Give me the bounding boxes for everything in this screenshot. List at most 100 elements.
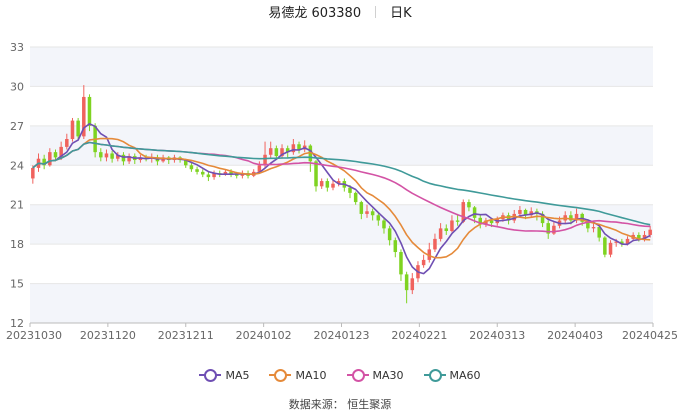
candle-body — [433, 238, 437, 250]
candle-body — [110, 153, 114, 159]
legend-item-ma5[interactable]: MA5 — [199, 369, 249, 382]
candle-body — [569, 215, 573, 221]
candle-body — [529, 211, 533, 216]
candle-body — [484, 220, 488, 225]
y-axis-ticks: 12 15 18 21 24 27 30 33 — [10, 41, 24, 330]
legend-label-ma5: MA5 — [225, 368, 250, 382]
grid-band — [30, 283, 653, 323]
candle-body — [31, 167, 35, 179]
stock-name: 易德龙 603380 — [268, 6, 362, 21]
legend-swatch-ma60 — [423, 369, 446, 382]
candle-body — [642, 234, 647, 239]
candle-body — [257, 165, 262, 172]
candle-body — [450, 220, 454, 231]
candle-body — [376, 215, 381, 221]
candle-body — [268, 148, 273, 155]
chart-header: 易德龙 603380 日K — [0, 4, 680, 24]
candle-body — [223, 171, 228, 175]
y-tick-label: 21 — [10, 199, 24, 212]
candle-body — [427, 249, 432, 260]
candle-body — [393, 240, 398, 253]
grid-lines — [30, 46, 653, 324]
x-tick-label: 20231120 — [80, 329, 136, 342]
header-divider — [375, 6, 377, 18]
candle-body — [518, 209, 522, 214]
ma5-line — [32, 123, 651, 275]
moving-average-lines — [32, 123, 651, 275]
candle-body — [285, 148, 290, 153]
candle-body — [212, 173, 216, 178]
candle-body — [308, 145, 313, 162]
period-label: 日K — [390, 6, 412, 21]
candle-body — [42, 158, 46, 166]
candle-body — [399, 252, 403, 275]
y-tick-label: 18 — [10, 238, 24, 251]
candle-body — [189, 165, 194, 170]
legend: MA5 MA10 MA30 MA60 — [0, 366, 680, 384]
grid-band — [30, 47, 653, 87]
legend-swatch-ma10 — [269, 369, 292, 382]
candle-body — [263, 154, 267, 166]
candle-body — [319, 181, 324, 187]
candle-body — [138, 157, 143, 161]
candle-body — [603, 237, 607, 255]
x-tick-label: 20240403 — [547, 329, 603, 342]
x-tick-label: 20240102 — [236, 329, 292, 342]
candle-body — [444, 228, 449, 231]
candle-body — [70, 120, 75, 139]
x-tick-label: 20240221 — [391, 329, 447, 342]
candle-body — [370, 211, 375, 216]
x-tick-label: 20240123 — [314, 329, 370, 342]
legend-item-ma10[interactable]: MA10 — [269, 369, 327, 382]
legend-label-ma60: MA60 — [449, 368, 481, 382]
candle-body — [274, 148, 279, 157]
candle-body — [206, 174, 211, 178]
candle-body — [104, 153, 109, 158]
candle-body — [614, 241, 618, 243]
candle-body — [410, 278, 415, 291]
candle-body — [87, 96, 92, 126]
candle-body — [591, 227, 596, 229]
candle-body — [116, 154, 120, 159]
candle-body — [467, 202, 471, 208]
x-tick-label: 20240425 — [622, 329, 678, 342]
candle-body — [552, 225, 556, 234]
candle-body — [82, 96, 86, 137]
candle-body — [620, 241, 624, 245]
candle-body — [65, 139, 69, 147]
candle-body — [121, 154, 126, 162]
candle-body — [280, 148, 284, 157]
candle-body — [336, 181, 341, 184]
x-tick-label: 20240313 — [469, 329, 525, 342]
candle-body — [291, 144, 296, 153]
candle-body — [229, 171, 233, 175]
candle-body — [625, 238, 630, 245]
y-tick-label: 33 — [10, 41, 24, 54]
legend-label-ma30: MA30 — [372, 368, 404, 382]
legend-item-ma30[interactable]: MA30 — [346, 368, 404, 382]
candle-body — [353, 192, 358, 203]
candle-body — [540, 213, 545, 224]
ma60-line — [32, 141, 651, 226]
candle-body — [472, 207, 477, 218]
candle-body — [637, 234, 641, 239]
legend-swatch-ma30 — [346, 369, 369, 382]
candle-body — [183, 160, 188, 166]
legend-item-ma60[interactable]: MA60 — [423, 368, 481, 382]
candle-body — [546, 223, 550, 234]
candle-body — [76, 120, 80, 137]
y-tick-label: 27 — [10, 120, 24, 133]
x-tick-label: 20231211 — [158, 329, 214, 342]
background-bands — [30, 47, 653, 323]
candle-body — [359, 202, 364, 214]
candle-body — [382, 220, 386, 229]
candle-body — [127, 156, 131, 162]
candle-body — [348, 187, 352, 193]
candle-body — [648, 229, 652, 235]
x-tick-label: 20231030 — [6, 329, 62, 342]
candle-body — [161, 157, 165, 162]
candle-body — [99, 152, 103, 158]
candle-body — [331, 183, 335, 188]
y-tick-label: 24 — [10, 159, 24, 172]
candle-body — [48, 152, 52, 166]
